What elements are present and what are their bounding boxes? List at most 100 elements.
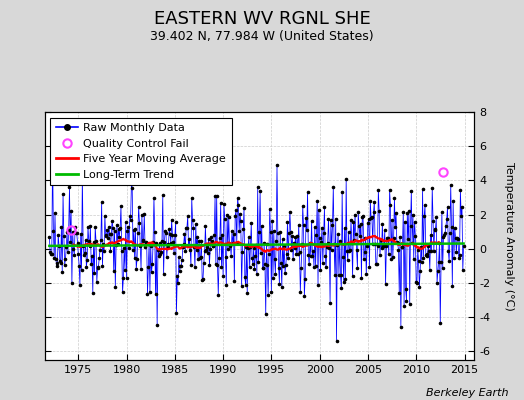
Point (66, 239, 74, 246)
Point (287, 246, 296, 253)
Point (344, 257, 352, 264)
Point (259, 264, 268, 271)
Point (427, 231, 435, 238)
Point (133, 256, 141, 262)
Point (439, 234, 447, 240)
Point (200, 260, 208, 266)
Point (308, 253, 316, 260)
Point (265, 251, 273, 258)
Point (136, 243, 145, 249)
Point (198, 276, 206, 283)
Point (341, 224, 349, 231)
Point (320, 204, 329, 211)
Point (322, 264, 330, 270)
Point (149, 239, 157, 245)
Point (385, 251, 393, 258)
Point (47, 251, 55, 258)
Point (129, 227, 138, 234)
Point (357, 275, 366, 282)
Point (307, 252, 315, 259)
Point (227, 253, 235, 260)
Point (137, 266, 145, 273)
Point (315, 235, 324, 241)
Point (176, 263, 184, 269)
Point (123, 275, 131, 281)
Point (264, 292, 272, 299)
Point (219, 273, 227, 280)
Point (423, 251, 432, 257)
Point (442, 222, 450, 229)
Point (326, 217, 335, 223)
Point (164, 244, 172, 250)
Point (159, 271, 168, 278)
Point (120, 245, 128, 251)
Point (356, 220, 365, 227)
Point (105, 224, 113, 230)
Point (395, 290, 403, 296)
Point (62, 244, 70, 250)
Point (114, 226, 123, 232)
Point (346, 246, 354, 253)
Point (329, 222, 337, 228)
Point (226, 242, 235, 248)
Point (427, 248, 435, 254)
Point (89, 290, 97, 296)
Point (253, 270, 261, 277)
Point (273, 162, 281, 168)
Point (300, 292, 309, 299)
Point (287, 228, 295, 235)
Point (212, 260, 220, 267)
Point (195, 255, 204, 261)
Point (359, 256, 368, 262)
Point (350, 237, 358, 243)
Point (96, 247, 104, 253)
Point (281, 270, 289, 276)
Point (64, 227, 73, 234)
Point (328, 247, 336, 253)
Point (369, 209, 378, 215)
Point (301, 276, 309, 282)
Point (353, 265, 362, 271)
Point (390, 195, 399, 201)
Point (310, 264, 318, 270)
Point (413, 280, 421, 286)
Point (296, 288, 304, 295)
Point (69, 246, 78, 253)
Point (339, 254, 347, 260)
Point (105, 231, 114, 237)
Point (326, 299, 334, 306)
Point (382, 243, 390, 249)
Point (155, 252, 163, 259)
Point (220, 200, 228, 207)
Point (91, 224, 100, 230)
Point (255, 229, 264, 235)
Point (440, 232, 449, 238)
Point (71, 224, 79, 230)
Point (218, 232, 226, 238)
Point (340, 279, 348, 285)
Point (140, 211, 148, 217)
Point (88, 252, 96, 259)
Point (403, 210, 411, 216)
Point (207, 234, 215, 240)
Point (48, 251, 56, 257)
Point (184, 243, 193, 249)
Point (258, 265, 267, 271)
Point (177, 262, 185, 269)
Point (407, 188, 416, 194)
Point (94, 264, 103, 270)
Point (457, 212, 465, 219)
Y-axis label: Temperature Anomaly (°C): Temperature Anomaly (°C) (504, 162, 514, 310)
Point (304, 252, 312, 258)
Point (156, 240, 164, 246)
Point (394, 246, 402, 253)
Point (451, 225, 459, 231)
Point (139, 238, 148, 244)
Point (342, 176, 351, 182)
Point (257, 249, 265, 256)
Point (49, 228, 58, 234)
Point (447, 224, 456, 230)
Point (138, 212, 146, 218)
Point (183, 224, 191, 231)
Point (212, 192, 221, 199)
